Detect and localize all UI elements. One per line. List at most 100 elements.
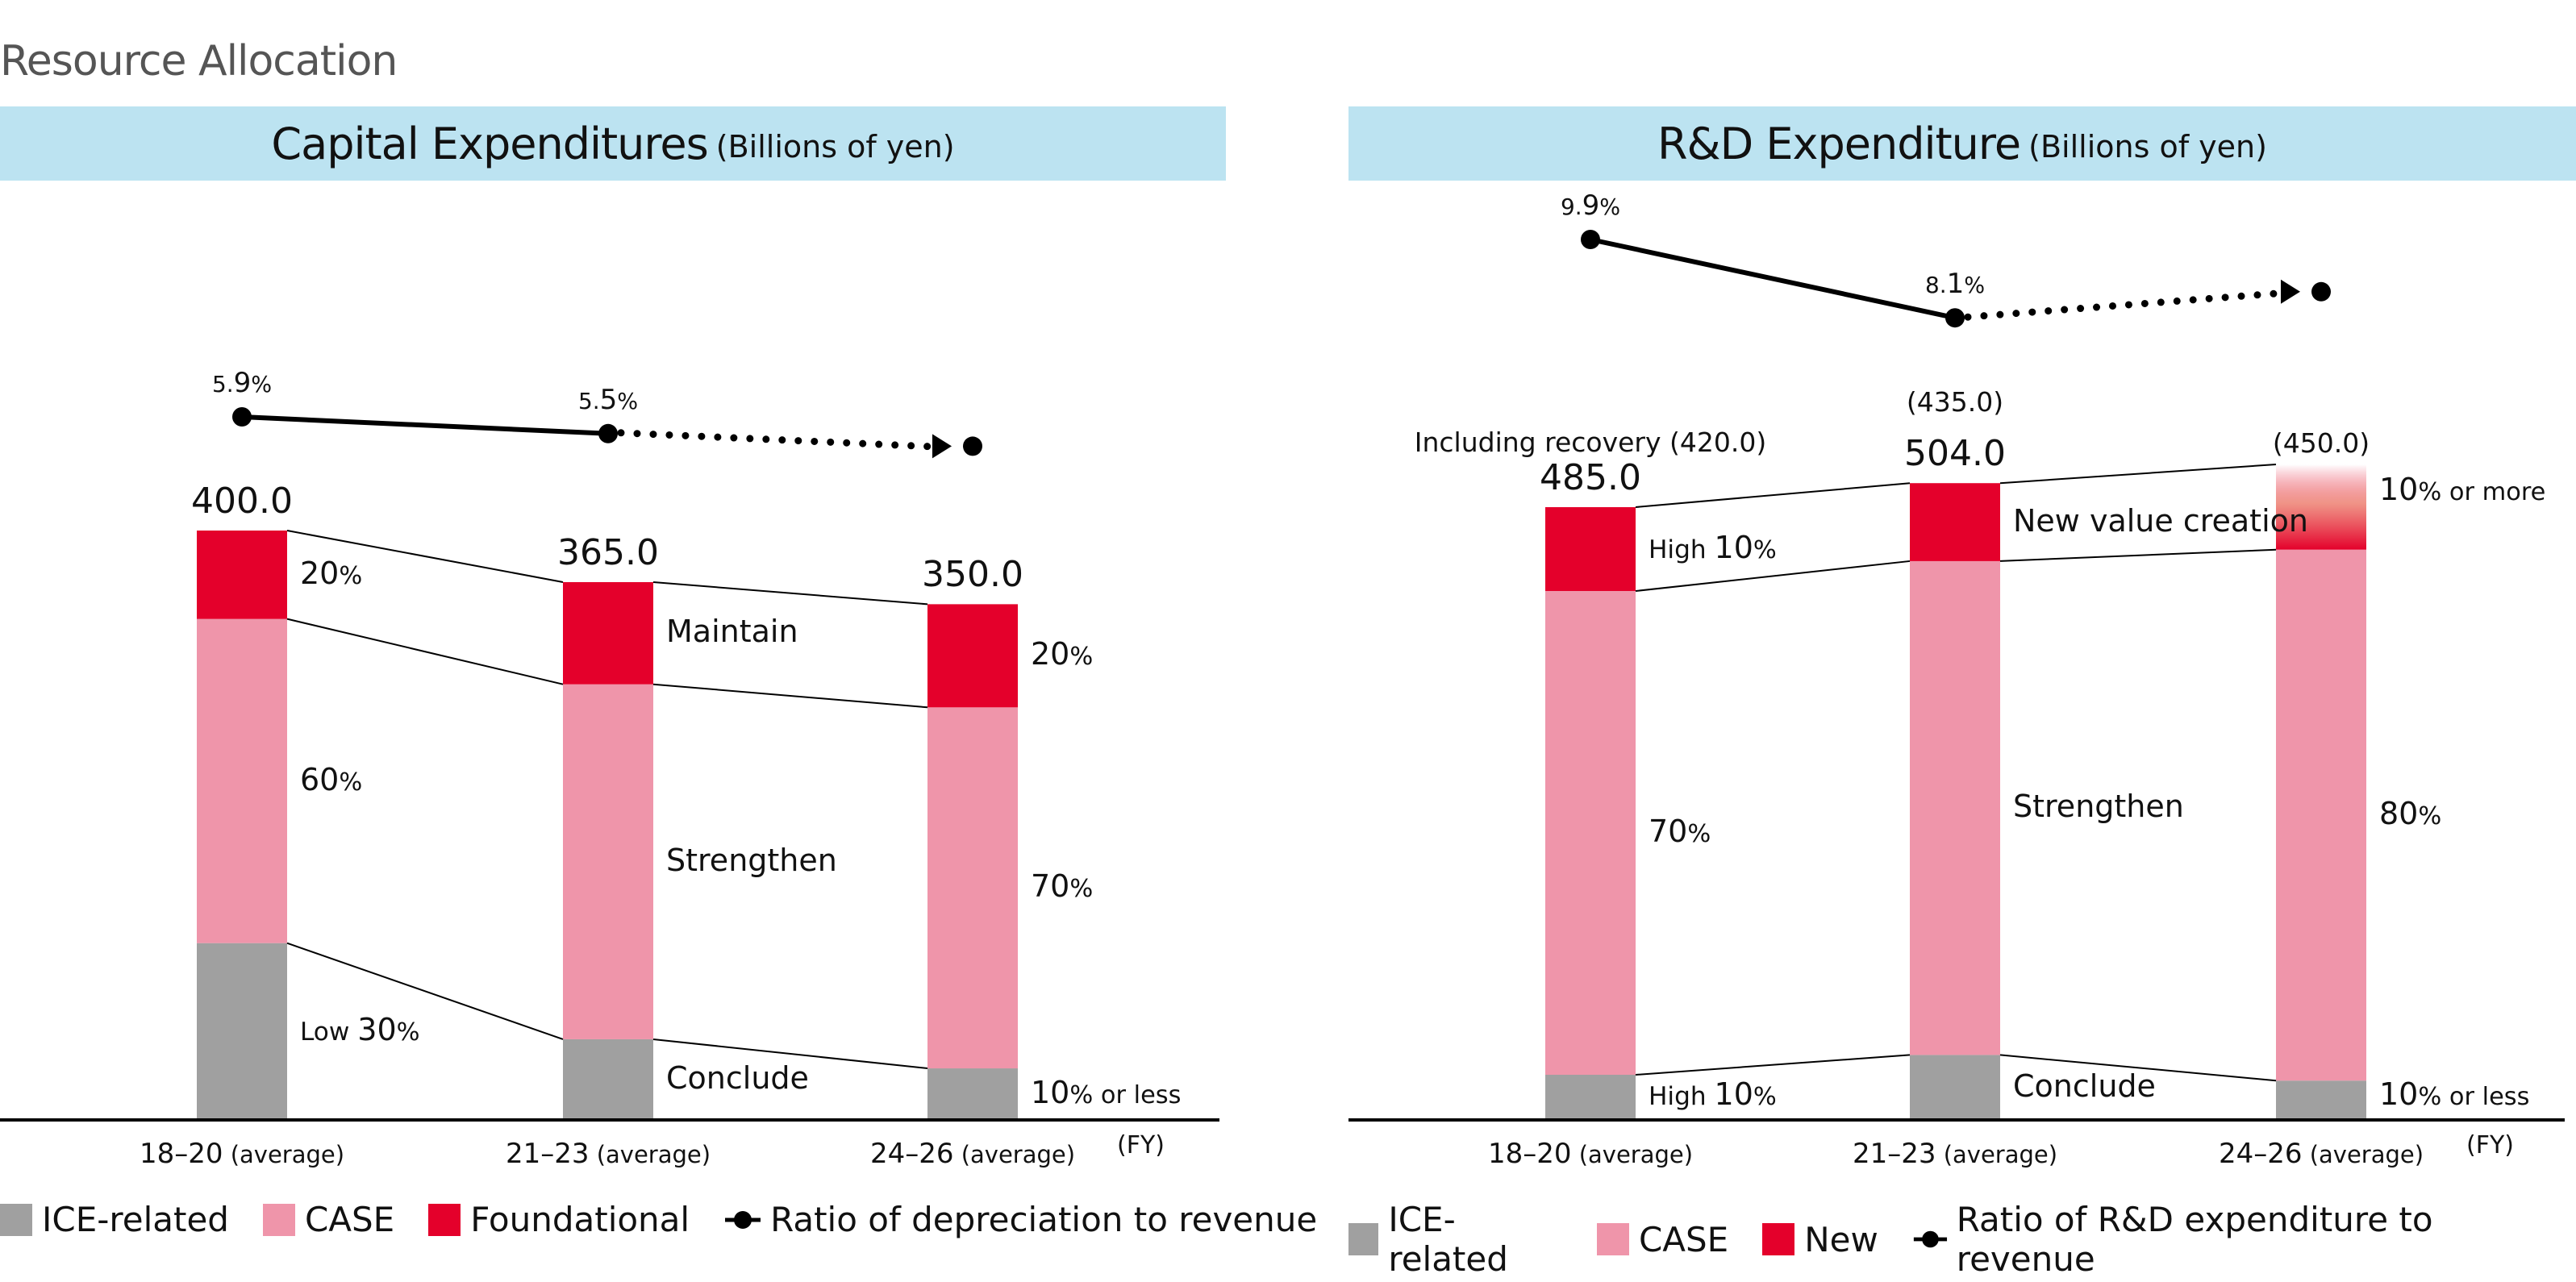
total-label: 400.0 (191, 481, 293, 522)
bar-segment-case (927, 707, 1018, 1069)
capex-unit: (Billions of yen) (715, 129, 955, 164)
bar-segment-case (2276, 549, 2366, 1081)
legend-label: Foundational (470, 1200, 690, 1239)
rd-chart (1348, 230, 2565, 1122)
ratio-label: 5.9% (211, 367, 273, 399)
legend-item-foundational: Foundational (428, 1200, 690, 1239)
legend-item-ratio: Ratio of depreciation to revenue (723, 1200, 1317, 1239)
bar-segment-ice (563, 1039, 653, 1120)
legend-swatch-case (1596, 1223, 1629, 1255)
connector-line (1999, 464, 2277, 485)
ratio-point (963, 436, 982, 456)
legend-item-ice: ICE-related (1348, 1200, 1563, 1279)
segment-label-ice: 10% or less (2379, 1076, 2530, 1112)
connector-line (652, 683, 928, 709)
segment-label-case: 70% (1031, 868, 1094, 905)
arrowhead-icon (2281, 279, 2300, 304)
legend-item-ratio: Ratio of R&D expenditure to revenue (1912, 1200, 2542, 1279)
ratio-line-solid (241, 414, 609, 436)
segment-label-case: 80% (2379, 795, 2442, 831)
capex-legend: ICE-related CASE Foundational Ratio of d… (0, 1200, 1351, 1239)
x-tick-label: 21–23 (average) (1852, 1138, 2058, 1170)
bar-segment-ice (1910, 1055, 2000, 1120)
legend-label: ICE-related (42, 1200, 229, 1239)
capex-chart (0, 407, 1219, 1122)
legend-item-case: CASE (262, 1200, 395, 1239)
segment-label-ice: 10% or less (1031, 1075, 1182, 1111)
rd-title: R&D Expenditure (1657, 118, 2021, 169)
legend-label: Ratio of depreciation to revenue (770, 1200, 1318, 1239)
legend-label: New (1804, 1219, 1878, 1259)
ratio-point (1945, 308, 1965, 328)
segment-label-ice: Conclude (666, 1059, 809, 1096)
segment-label-foundational: 20% (1031, 636, 1094, 672)
ratio-line-dotted (1964, 289, 2293, 321)
segment-label-new: 10% or more (2379, 471, 2546, 507)
segment-label-case: Strengthen (666, 842, 837, 878)
legend-swatch-foundational (428, 1203, 461, 1236)
segment-label-ice: Low 30% (300, 1012, 420, 1048)
ratio-point (232, 407, 252, 427)
arrowhead-icon (932, 434, 952, 459)
segment-label-new: New value creation (2013, 502, 2308, 539)
recovery-label: (435.0) (1906, 386, 2004, 418)
segment-label-foundational: Maintain (666, 614, 798, 650)
capex-header: Capital Expenditures (Billions of yen) (0, 106, 1226, 181)
bar-segment-new (1910, 483, 2000, 561)
bar-segment-new (1545, 507, 1636, 591)
legend-item-ice: ICE-related (0, 1200, 229, 1239)
x-axis-unit: (FY) (2466, 1131, 2514, 1159)
recovery-label: Including recovery (420.0) (1414, 427, 1767, 458)
connector-line (652, 581, 928, 606)
legend-label: CASE (1638, 1219, 1729, 1259)
connector-line (1635, 482, 1911, 508)
connector-line (652, 1038, 928, 1070)
capex-title: Capital Expenditures (271, 118, 708, 169)
rd-unit: (Billions of yen) (2028, 129, 2267, 164)
total-label: 365.0 (557, 531, 659, 573)
legend-label: ICE-related (1388, 1200, 1508, 1279)
line-marker-icon (1913, 1230, 1947, 1248)
ratio-line-dotted (617, 429, 944, 451)
legend-item-new: New (1762, 1220, 1878, 1259)
connector-line (1635, 1054, 1911, 1076)
segment-label-new: High 10% (1649, 530, 1777, 565)
ratio-line-solid (1590, 237, 1956, 321)
bar-segment-ice (927, 1068, 1018, 1120)
total-label: 350.0 (922, 554, 1023, 596)
segment-label-case: 70% (1649, 814, 1711, 849)
ratio-label: 8.1% (1924, 268, 1986, 301)
bar-segment-ice (1545, 1075, 1636, 1120)
connector-line (1999, 1054, 2277, 1082)
rd-legend: ICE-related CASE New Ratio of R&D expend… (1348, 1200, 2576, 1279)
legend-swatch-ice (1348, 1223, 1379, 1255)
x-axis-unit: (FY) (1117, 1131, 1165, 1159)
x-tick-label: 24–26 (average) (869, 1138, 1076, 1170)
rd-header: R&D Expenditure (Billions of yen) (1348, 106, 2576, 181)
legend-swatch-case (262, 1203, 295, 1236)
total-label: 485.0 (1540, 457, 1641, 498)
total-label: 504.0 (1904, 433, 2006, 475)
recovery-label: (450.0) (2272, 427, 2370, 459)
connector-line (286, 618, 564, 685)
bar-segment-new (2276, 464, 2366, 550)
segment-label-foundational: 20% (300, 555, 363, 591)
bar-segment-case (1545, 591, 1636, 1075)
bar-segment-foundational (563, 581, 653, 685)
legend-swatch-new (1762, 1223, 1795, 1255)
legend-label: CASE (304, 1200, 395, 1239)
bar-segment-ice (197, 943, 287, 1120)
legend-item-case: CASE (1596, 1219, 1729, 1259)
bar-segment-ice (2276, 1080, 2366, 1120)
bar-segment-case (197, 618, 287, 943)
segment-label-case: Strengthen (2013, 789, 2184, 825)
segment-label-ice: Conclude (2013, 1068, 2156, 1104)
connector-line (286, 530, 564, 583)
x-tick-label: 18–20 (average) (139, 1138, 345, 1170)
connector-line (286, 942, 564, 1040)
bar-segment-case (563, 684, 653, 1039)
legend-label: Ratio of R&D expenditure to revenue (1956, 1200, 2433, 1279)
connector-line (1999, 548, 2277, 562)
x-tick-label: 24–26 (average) (2218, 1138, 2424, 1170)
